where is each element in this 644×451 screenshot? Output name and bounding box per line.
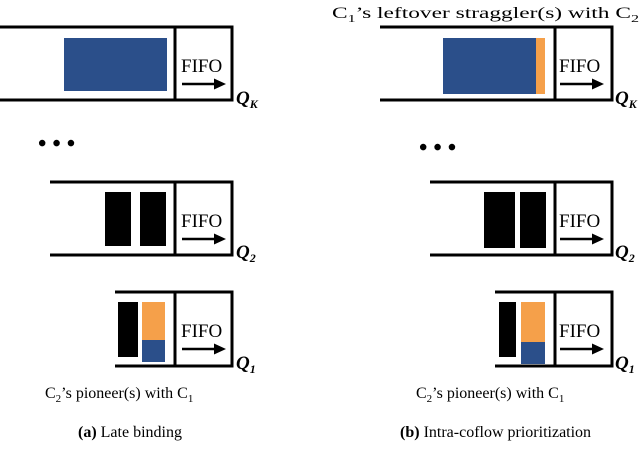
pioneer-annotation: C2’s pioneer(s) with C1: [416, 385, 564, 405]
orange-flow-block: [142, 302, 165, 340]
black-flow-block: [105, 192, 131, 246]
queue-label-q1: Q1: [615, 353, 635, 376]
fifo-label: FIFO: [559, 56, 600, 77]
fifo-arrow-icon: [560, 343, 604, 355]
black-flow-block: [520, 192, 546, 248]
queue-label-qk: QK: [236, 88, 259, 111]
black-flow-block: [484, 192, 515, 248]
queue-label-q2: Q2: [615, 242, 635, 265]
fifo-label: FIFO: [181, 211, 222, 232]
fifo-label: FIFO: [559, 321, 600, 342]
fifo-arrow-icon: [182, 78, 226, 90]
caption-a: (a) Late binding: [78, 424, 182, 441]
panel-b-queue-k: FIFO QK: [380, 25, 638, 111]
panel-a-queue-k: FIFO QK: [0, 25, 259, 111]
fifo-label: FIFO: [559, 211, 600, 232]
black-flow-block: [499, 302, 516, 357]
blue-flow-block: [64, 38, 167, 91]
fifo-arrow-icon: [560, 233, 604, 245]
queue-label-q1: Q1: [236, 353, 256, 376]
fifo-arrow-icon: [182, 343, 226, 355]
black-flow-block: [140, 192, 166, 246]
pioneer-annotation: C2’s pioneer(s) with C1: [45, 385, 193, 405]
caption-b: (b) Intra-coflow prioritization: [400, 424, 591, 441]
panel-b-queue-2: FIFO Q2: [430, 180, 635, 265]
fifo-label: FIFO: [181, 321, 222, 342]
blue-flow-block: [521, 342, 545, 364]
orange-flow-block: [521, 302, 545, 342]
panel-b-queue-1: FIFO Q1: [495, 290, 635, 376]
fifo-arrow-icon: [560, 78, 604, 90]
fifo-label: FIFO: [181, 56, 222, 77]
queue-label-q2: Q2: [236, 242, 256, 265]
ellipsis: • • •: [419, 135, 456, 161]
panel-a-queue-2: FIFO Q2: [50, 180, 256, 265]
panel-a-queue-1: FIFO Q1: [115, 290, 256, 376]
black-flow-block: [118, 302, 138, 357]
blue-flow-block: [142, 340, 165, 362]
fifo-arrow-icon: [182, 233, 226, 245]
orange-straggler-block: [536, 38, 545, 94]
ellipsis: • • •: [38, 131, 75, 157]
queue-label-qk: QK: [615, 88, 638, 111]
blue-flow-block: [443, 38, 536, 94]
